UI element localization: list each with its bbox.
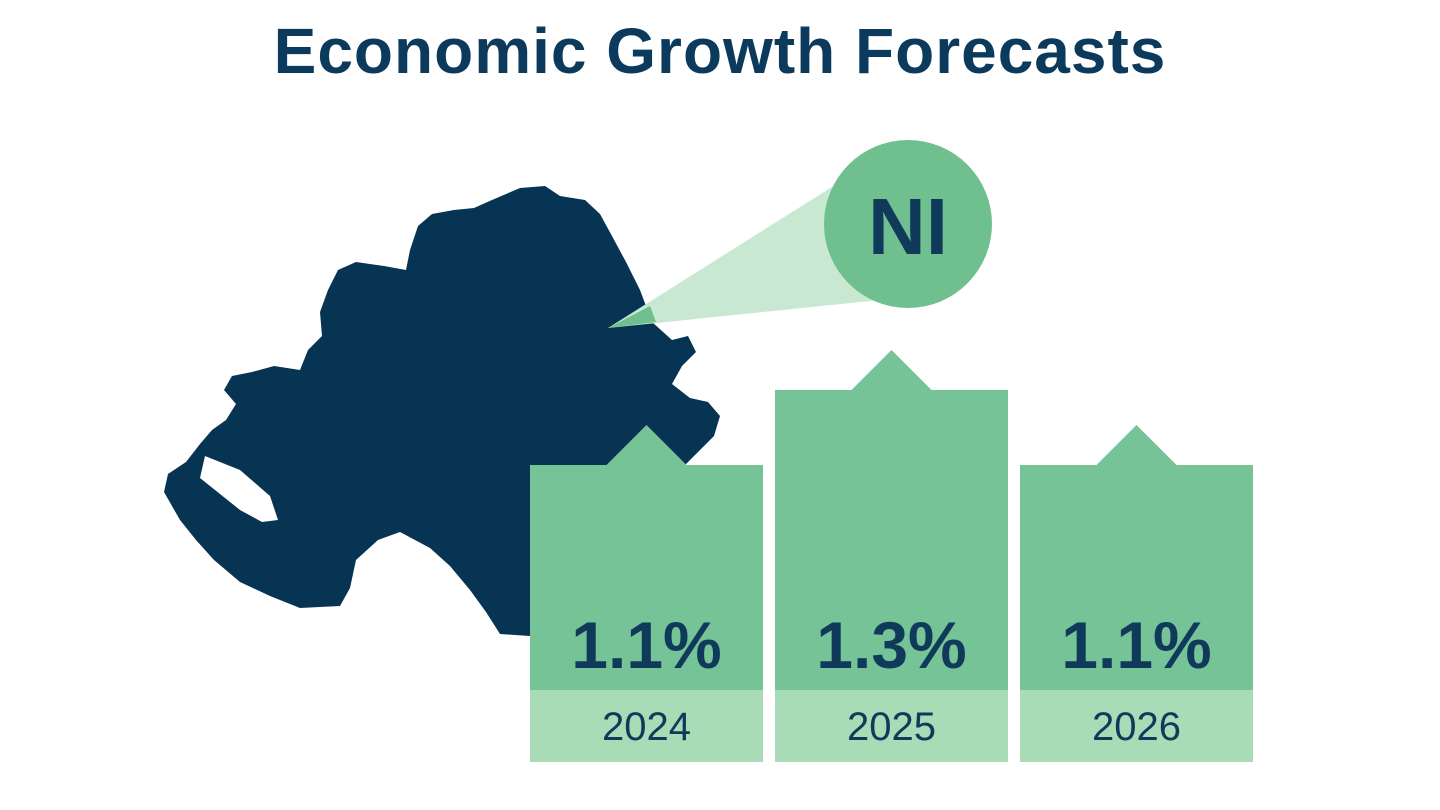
- category-label-2024: 2024: [602, 705, 691, 749]
- category-label-2025: 2025: [847, 705, 936, 749]
- callout-beam: [608, 168, 880, 328]
- region-badge: [824, 140, 992, 308]
- bar-2026: [1020, 425, 1253, 690]
- year-strip-2024: [530, 690, 763, 762]
- year-strip-2025: [775, 690, 1008, 762]
- category-label-2026: 2026: [1092, 705, 1181, 749]
- lough-inlet: [200, 456, 278, 522]
- page-title: Economic Growth Forecasts: [273, 15, 1167, 87]
- callout-tip: [608, 306, 656, 328]
- year-strip-2026: [1020, 690, 1253, 762]
- value-label-2024: 1.1%: [571, 608, 721, 682]
- bars-group: 1.1% 2024 1.3% 2025 1.1% 2026: [530, 350, 1253, 762]
- region-badge-label: NI: [868, 182, 948, 271]
- bar-2025: [775, 350, 1008, 690]
- value-label-2025: 1.3%: [816, 608, 966, 682]
- bar-2024: [530, 425, 763, 690]
- value-label-2026: 1.1%: [1061, 608, 1211, 682]
